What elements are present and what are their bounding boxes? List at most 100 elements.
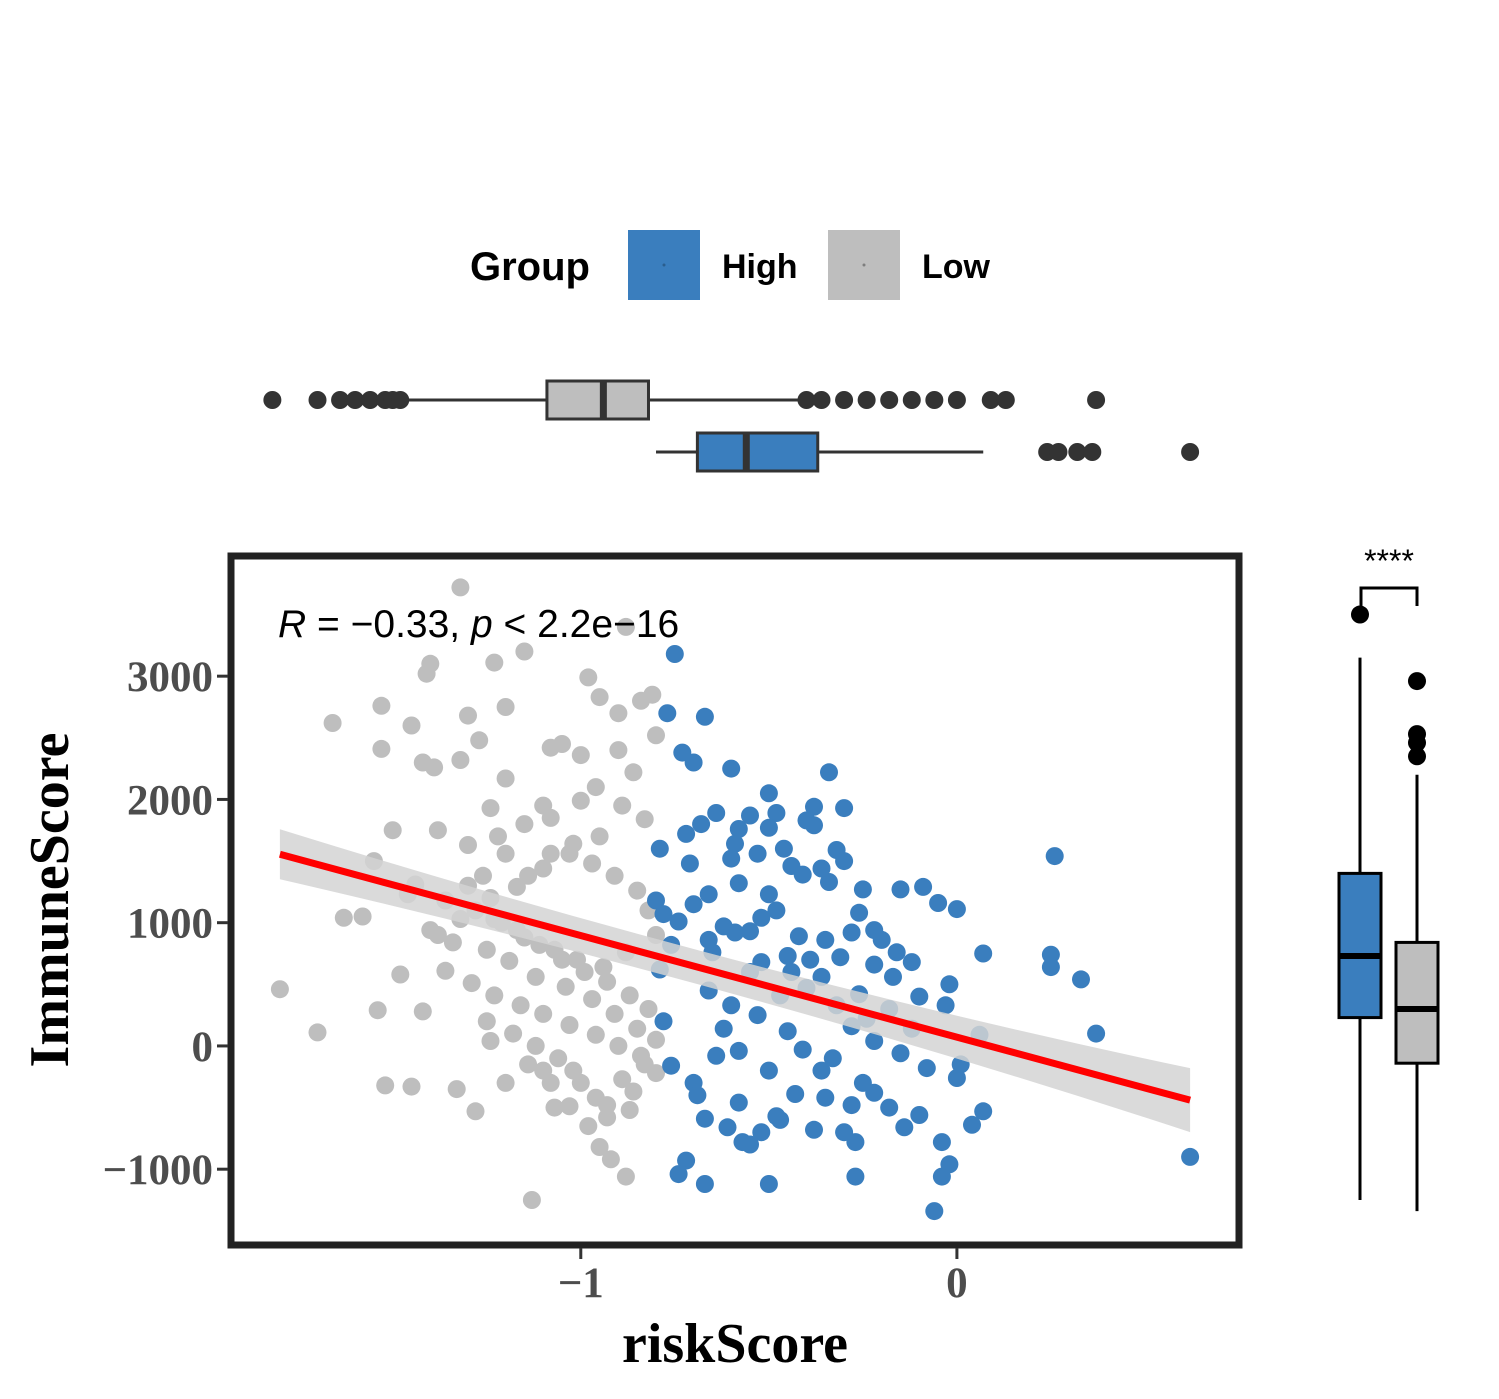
legend: Group High Low (470, 230, 991, 300)
point-low (270, 980, 289, 999)
point-low (451, 578, 470, 597)
point-high (658, 704, 677, 723)
point-low (616, 1167, 635, 1186)
point-high (805, 1120, 823, 1139)
point-high (853, 1073, 872, 1092)
point-high (820, 763, 838, 782)
right-outlier-high (1351, 605, 1369, 624)
point-high (793, 865, 812, 884)
point-low (579, 1117, 598, 1136)
point-low (485, 653, 504, 672)
point-low (353, 907, 372, 926)
point-high (812, 1061, 831, 1080)
point-high (831, 948, 850, 967)
top-outlier-low (391, 391, 410, 409)
point-high (774, 839, 793, 858)
top-outlier-low (263, 391, 282, 409)
point-low (609, 704, 628, 723)
point-low (598, 972, 617, 991)
point-low (507, 877, 526, 896)
top-outlier-low (981, 391, 1000, 409)
point-low (425, 758, 444, 777)
point-high (917, 1059, 936, 1078)
point-high (684, 753, 703, 772)
point-low (541, 844, 560, 863)
point-high (884, 967, 902, 986)
point-high (835, 852, 854, 871)
point-high (722, 849, 741, 868)
point-high (767, 901, 786, 920)
top-outlier-low (1087, 391, 1106, 409)
point-high (665, 645, 684, 663)
point-high (718, 1118, 737, 1137)
right-box-low (1394, 940, 1440, 1065)
point-high (726, 923, 744, 942)
point-low (590, 827, 609, 846)
point-low (466, 1102, 485, 1121)
point-low (647, 1030, 665, 1049)
point-low (624, 763, 643, 782)
point-low (605, 866, 624, 885)
y-tick-label: 1000 (127, 901, 213, 948)
point-low (481, 1032, 500, 1050)
point-high (974, 1102, 993, 1121)
point-high (759, 1061, 778, 1080)
point-high (726, 834, 744, 853)
point-high (842, 923, 861, 942)
point-low (519, 866, 538, 885)
point-high (963, 1115, 981, 1134)
point-high (771, 1110, 790, 1129)
point-low (624, 1082, 643, 1101)
point-low (459, 706, 477, 725)
point-high (846, 1167, 865, 1186)
right-outlier-low (1408, 747, 1426, 766)
point-low (519, 1055, 538, 1074)
point-low (451, 751, 470, 769)
point-low (477, 940, 496, 959)
point-high (654, 905, 673, 924)
point-low (534, 859, 553, 878)
point-low (496, 769, 515, 788)
top-outlier-high (1049, 443, 1068, 461)
point-low (372, 739, 391, 758)
point-high (786, 1085, 805, 1103)
point-high (947, 1069, 966, 1087)
point-low (522, 1191, 541, 1209)
y-axis: −1000 0 1000 2000 3000 (102, 654, 228, 1194)
point-high (714, 1019, 733, 1038)
annotation-r-label: R (278, 603, 306, 646)
point-high (707, 1046, 726, 1065)
x-axis: −1 0 (558, 1248, 968, 1307)
point-low (485, 986, 504, 1005)
point-high (932, 1133, 951, 1152)
significance-label: **** (1364, 543, 1414, 579)
point-low (496, 844, 515, 863)
point-low (616, 617, 635, 636)
point-high (729, 1093, 748, 1112)
point-low (620, 986, 639, 1005)
point-low (613, 796, 632, 815)
top-outlier-low (902, 391, 921, 409)
legend-key-low-dot (862, 263, 866, 267)
point-high (835, 799, 854, 818)
point-high (695, 1175, 714, 1193)
point-low (590, 1138, 609, 1156)
point-high (699, 930, 718, 949)
point-low (594, 958, 613, 977)
point-high (823, 1049, 842, 1068)
point-high (865, 1032, 884, 1050)
x-tick-label: 0 (946, 1260, 968, 1307)
regression-layer (278, 829, 1192, 1133)
top-outlier-low (835, 391, 854, 409)
point-high (940, 975, 959, 994)
top-outlier-low (857, 391, 876, 409)
point-high (929, 894, 948, 912)
point-high (974, 944, 993, 963)
top-outlier-low (797, 391, 816, 409)
point-high (741, 1135, 759, 1154)
top-box-high (695, 431, 820, 473)
point-low (496, 698, 515, 716)
point-high (865, 921, 884, 940)
point-low (511, 996, 530, 1015)
point-high (688, 1086, 707, 1105)
